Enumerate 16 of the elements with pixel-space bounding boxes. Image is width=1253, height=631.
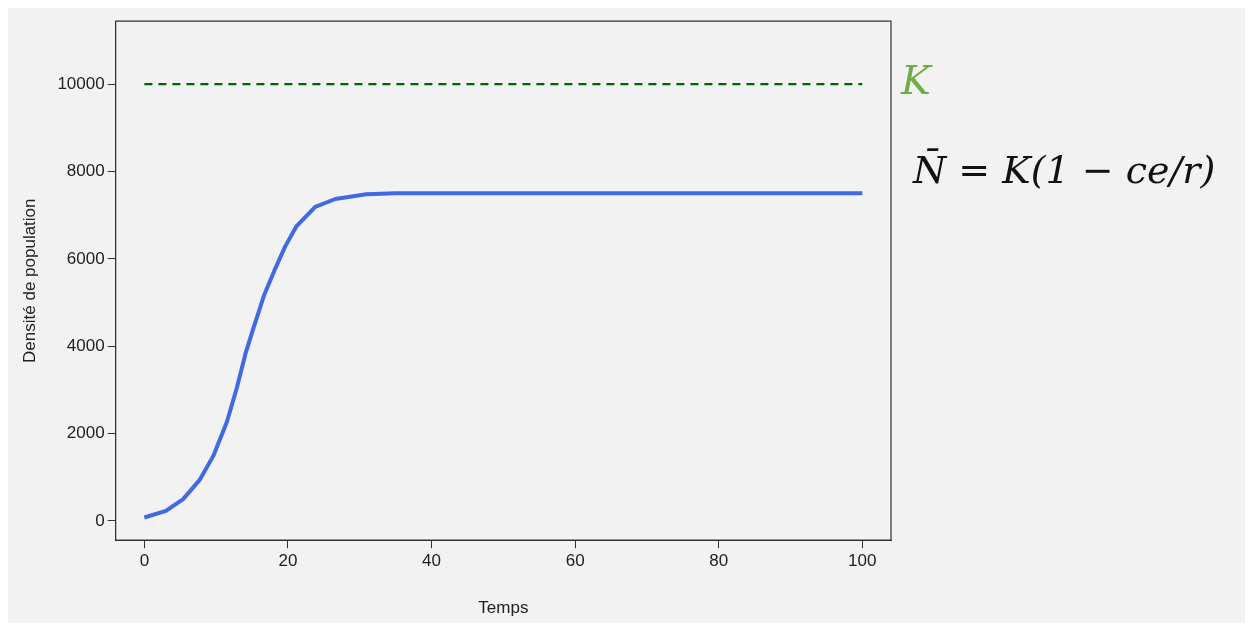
- y-axis-title: Densité de population: [19, 198, 39, 363]
- x-tick-label: 80: [709, 551, 729, 571]
- x-tick-label: 20: [278, 551, 298, 571]
- x-tick-label: 0: [139, 551, 150, 571]
- text: N̄ = K(1 − ce/r): [913, 148, 1216, 192]
- y-tick-label: 2000: [66, 423, 105, 443]
- x-tick-label: 40: [422, 551, 442, 571]
- y-tick-label: 8000: [66, 161, 105, 181]
- y-tick-label: 0: [95, 510, 105, 530]
- x-tick-label: 100: [848, 551, 877, 571]
- y-tick-label: 10000: [57, 73, 105, 93]
- x-tick-label: 60: [565, 551, 585, 571]
- x-axis-title: Temps: [478, 598, 529, 618]
- ref-line-label: K: [900, 57, 933, 104]
- y-tick-label: 6000: [66, 248, 105, 268]
- y-tick-label: 4000: [66, 335, 105, 355]
